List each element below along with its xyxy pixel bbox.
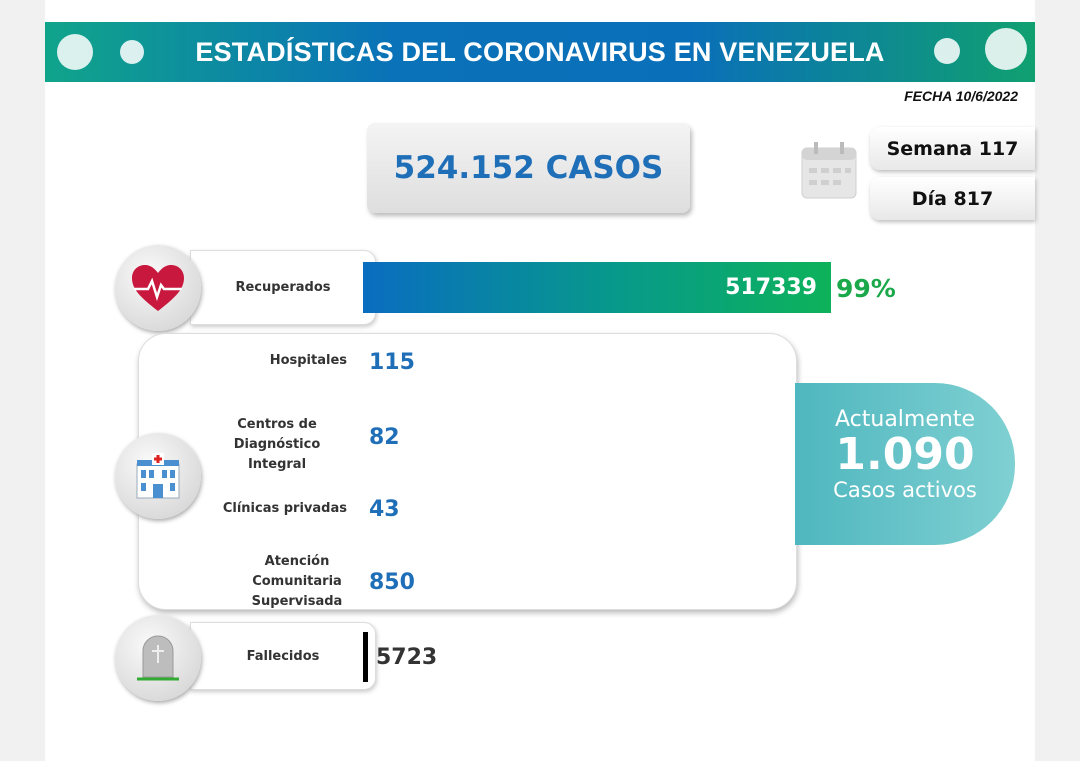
hospital-icon-circle: [115, 433, 201, 519]
recovered-percent: 99%: [836, 274, 896, 303]
deaths-icon-circle: [115, 615, 201, 701]
day-counter: Día 817: [870, 177, 1035, 220]
total-cases: 524.152 CASOS: [367, 123, 690, 213]
hospitals-label: Hospitales: [269, 353, 347, 368]
deaths-value: 5723: [376, 645, 438, 670]
cdi-value: 82: [369, 425, 400, 450]
virus-icon: [120, 40, 144, 64]
active-cases-badge: Actualmente 1.090 Casos activos: [795, 383, 1015, 545]
hospitals-value: 115: [369, 350, 415, 375]
recovered-label: Recuperados: [190, 250, 376, 325]
deaths-bar: [363, 632, 368, 682]
virus-icon: [985, 28, 1027, 70]
community-care-label: Atención Comunitaria Supervisada: [251, 554, 343, 609]
date-label: FECHA 10/6/2022: [904, 88, 1018, 104]
recovered-bar: 517339: [363, 262, 831, 313]
page-title: ESTADÍSTICAS DEL CORONAVIRUS EN VENEZUEL…: [195, 36, 885, 67]
private-clinics-value: 43: [369, 497, 400, 522]
calendar-icon: [801, 142, 857, 199]
active-cases-caption: Actualmente: [835, 407, 975, 432]
active-cases-panel: [138, 333, 797, 610]
deaths-label: Fallecidos: [190, 622, 376, 690]
header-banner: ESTADÍSTICAS DEL CORONAVIRUS EN VENEZUEL…: [45, 22, 1035, 82]
hospital-icon: [136, 453, 180, 499]
active-cases-value: 1.090: [835, 429, 975, 480]
community-care-value: 850: [369, 570, 415, 595]
active-cases-subcaption: Casos activos: [833, 478, 977, 502]
private-clinics-label: Clínicas privadas: [222, 501, 347, 516]
recovered-value: 517339: [725, 275, 817, 300]
cdi-label: Centros de Diagnóstico Integral: [233, 417, 321, 472]
virus-icon: [57, 34, 93, 70]
virus-icon: [934, 38, 960, 64]
week-counter: Semana 117: [870, 127, 1035, 170]
heart-pulse-icon: [132, 265, 184, 311]
tombstone-icon: [137, 635, 179, 681]
recovered-icon-circle: [115, 245, 201, 331]
